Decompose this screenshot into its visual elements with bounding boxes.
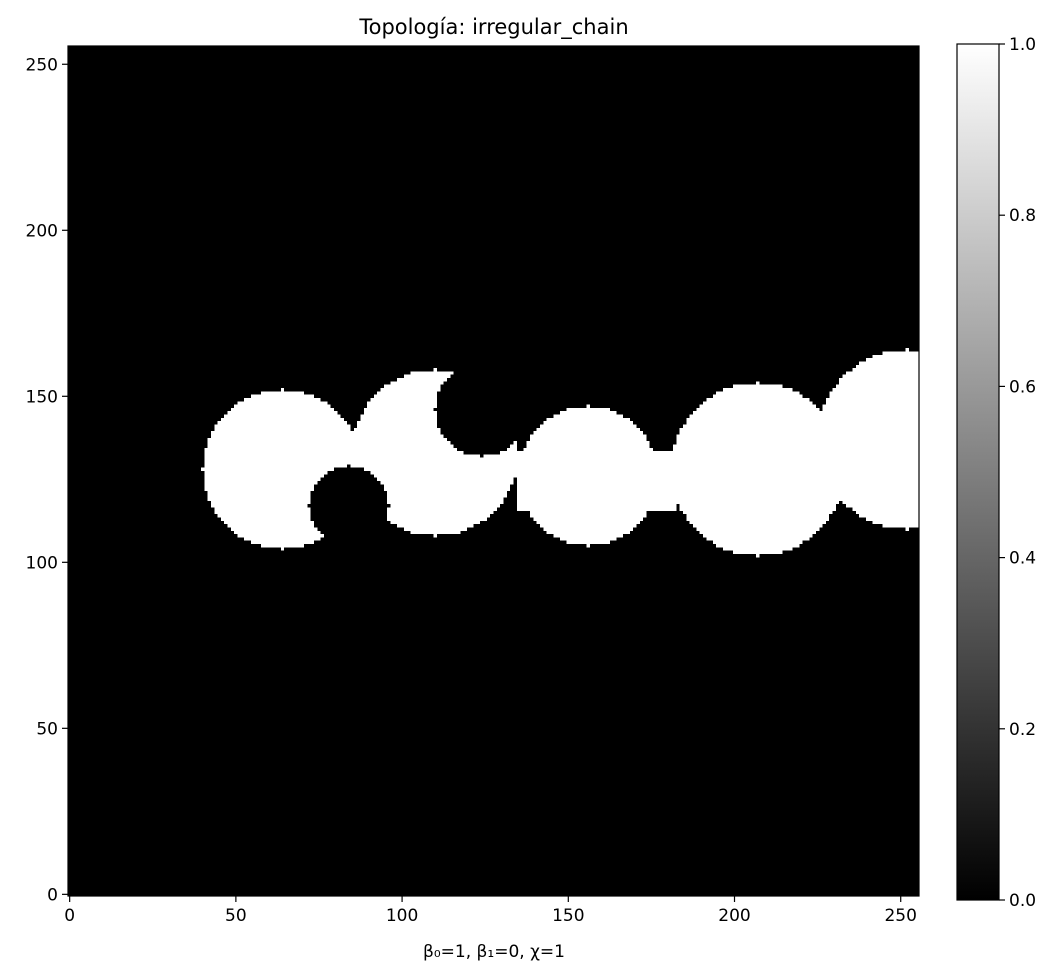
colorbar-tick-label: 0.6 [1009, 377, 1036, 397]
y-tick-label: 0 [47, 885, 58, 905]
y-tick-label: 250 [26, 55, 58, 75]
y-tick-label: 200 [26, 221, 58, 241]
plot-area [67, 45, 920, 897]
y-tick-label: 150 [26, 387, 58, 407]
x-tick-label: 200 [718, 906, 750, 926]
x-tick-label: 250 [884, 906, 916, 926]
y-tick-label: 50 [36, 719, 58, 739]
colorbar: 0.0 0.2 0.4 0.6 0.8 1.0 [956, 35, 1036, 911]
x-tick-label: 0 [64, 906, 75, 926]
colorbar-gradient [956, 43, 1000, 901]
colorbar-tick-label: 0.4 [1009, 549, 1036, 569]
colorbar-tick-label: 1.0 [1009, 35, 1036, 55]
y-tick-label: 100 [26, 553, 58, 573]
chart-title: Topología: irregular_chain [358, 15, 628, 40]
colorbar-tick-label: 0.8 [1009, 206, 1036, 226]
colorbar-tick-label: 0.0 [1009, 891, 1036, 911]
plot-frame [67, 45, 920, 897]
x-axis-label: β₀=1, β₁=0, χ=1 [423, 942, 565, 962]
x-axis: 0 50 100 150 200 250 [64, 896, 917, 926]
x-tick-label: 100 [386, 906, 418, 926]
x-tick-label: 50 [225, 906, 247, 926]
colorbar-tick-label: 0.2 [1009, 720, 1036, 740]
x-tick-label: 150 [552, 906, 584, 926]
y-axis: 0 50 100 150 200 250 [26, 55, 68, 905]
foreground-shape [200, 348, 920, 558]
